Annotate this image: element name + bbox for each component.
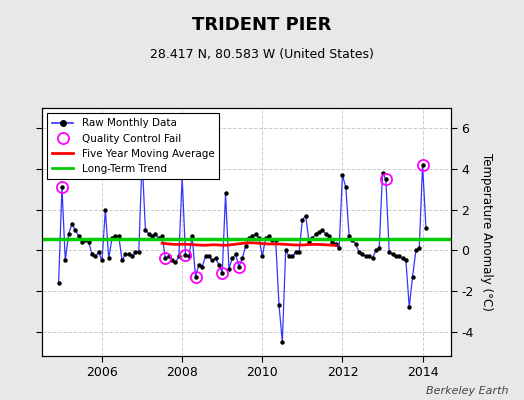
Text: TRIDENT PIER: TRIDENT PIER	[192, 16, 332, 34]
Y-axis label: Temperature Anomaly (°C): Temperature Anomaly (°C)	[480, 153, 493, 311]
Text: Berkeley Earth: Berkeley Earth	[426, 386, 508, 396]
Legend: Raw Monthly Data, Quality Control Fail, Five Year Moving Average, Long-Term Tren: Raw Monthly Data, Quality Control Fail, …	[47, 113, 220, 179]
Text: 28.417 N, 80.583 W (United States): 28.417 N, 80.583 W (United States)	[150, 48, 374, 61]
